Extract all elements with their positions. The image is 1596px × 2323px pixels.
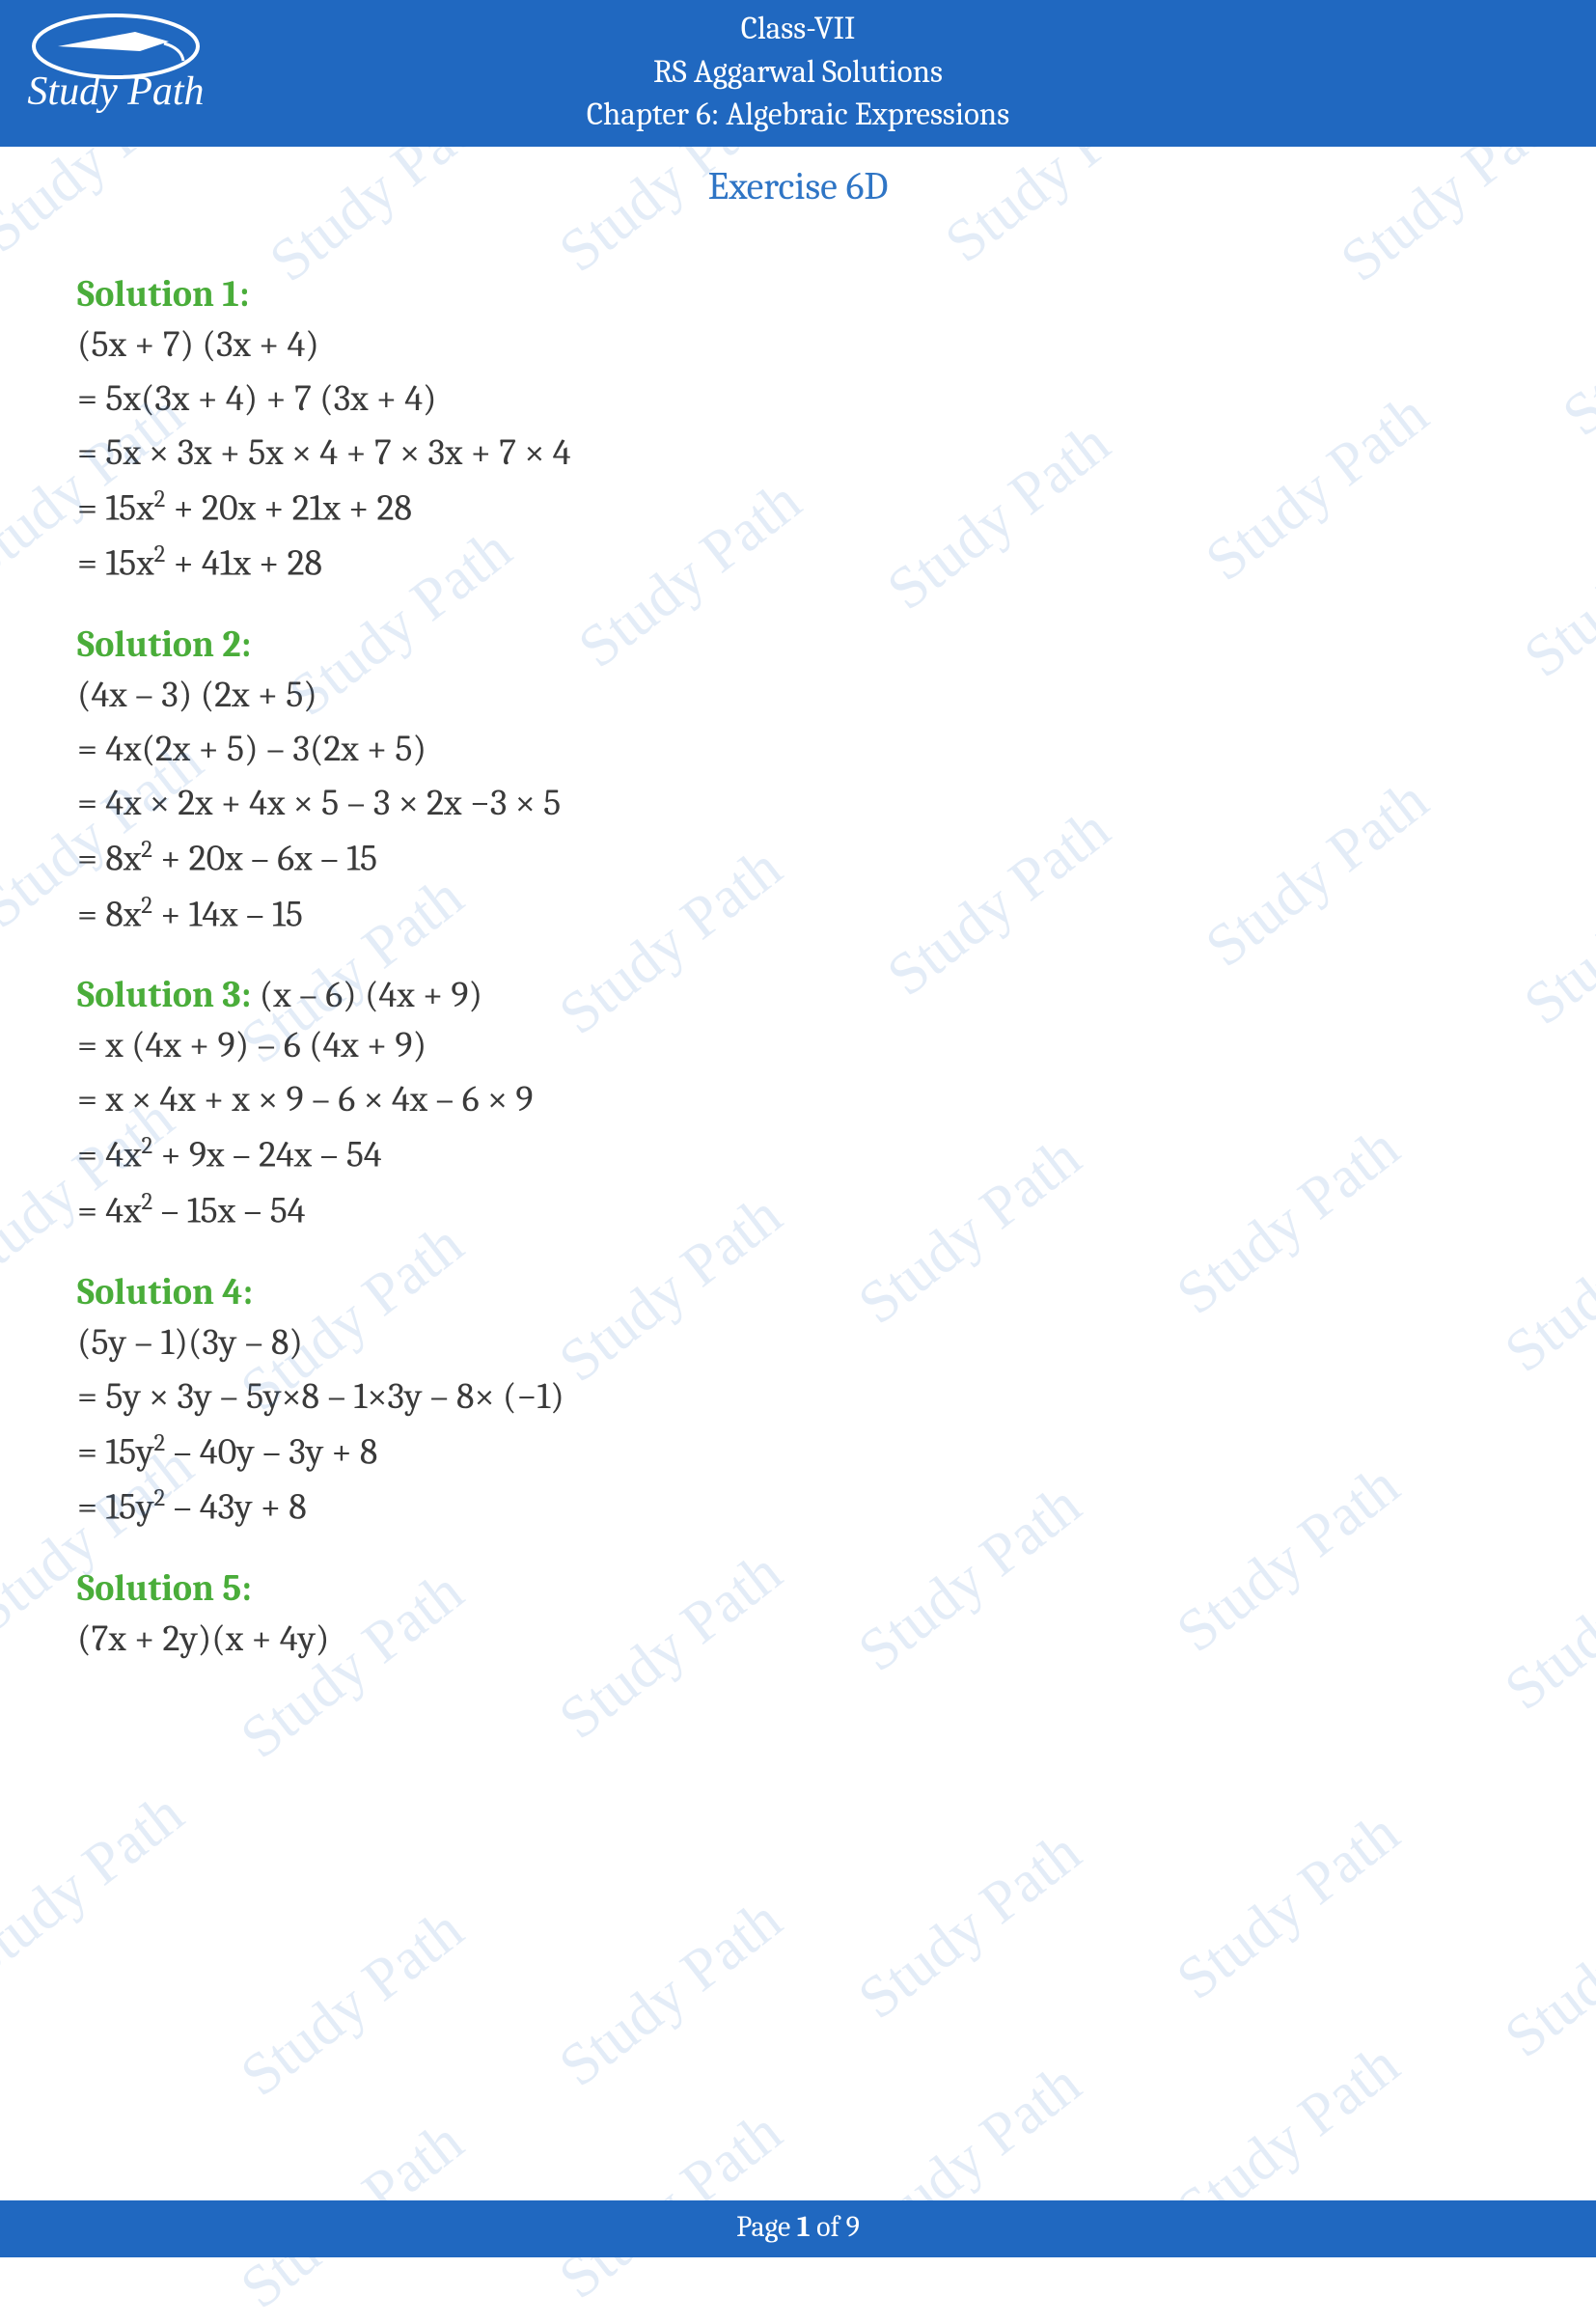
watermark-text: Study Path (846, 1818, 1094, 2033)
equation-line: (5x + 7) (3x + 4) (77, 326, 1519, 363)
equation-line: = x (4x + 9) – 6 (4x + 9) (77, 1027, 1519, 1064)
equation-line: = 5x(3x + 4) + 7 (3x + 4) (77, 380, 1519, 417)
page-header: Study Path Class-VII RS Aggarwal Solutio… (0, 0, 1596, 147)
watermark-text: Study Path (1165, 1799, 1413, 2013)
equation-line: = 15y2 – 40y – 3y + 8 (77, 1432, 1519, 1471)
watermark-text: Study Path (1493, 1857, 1596, 2071)
footer-current: 1 (797, 2210, 811, 2244)
watermark-text: Study Path (229, 1895, 477, 2110)
equation-line: (4x – 3) (2x + 5) (77, 677, 1519, 713)
equation-line: = 8x2 + 20x – 6x – 15 (77, 839, 1519, 877)
header-chapter: Chapter 6: Algebraic Expressions (0, 94, 1596, 137)
exercise-title: Exercise 6D (0, 164, 1596, 208)
logo-svg: Study Path (19, 8, 212, 124)
equation-line: = 5x × 3x + 5x × 4 + 7 × 3x + 7 × 4 (77, 434, 1519, 471)
equation-line: = 4x(2x + 5) – 3(2x + 5) (77, 731, 1519, 767)
watermark-text: Study Path (0, 1780, 197, 1994)
watermark-text: Study Path (547, 1886, 795, 2100)
equation-line: = 4x2 + 9x – 24x – 54 (77, 1135, 1519, 1174)
solution-title: Solution 2: (77, 626, 1519, 663)
solution-title: Solution 4: (77, 1274, 1519, 1311)
equation-line: = 15x2 + 41x + 28 (77, 543, 1519, 582)
footer-of: of (811, 2210, 846, 2244)
solution-title: Solution 5: (77, 1570, 1519, 1607)
svg-text:Study Path: Study Path (27, 69, 204, 114)
footer-total: 9 (846, 2210, 860, 2244)
equation-line: = 5y × 3y – 5y×8 – 1×3y – 8× (−1) (77, 1378, 1519, 1415)
equation-line: = x × 4x + x × 9 – 6 × 4x – 6 × 9 (77, 1081, 1519, 1118)
solution-title: Solution 3: (x – 6) (4x + 9) (77, 977, 1519, 1013)
equation-line: (7x + 2y)(x + 4y) (77, 1620, 1519, 1657)
equation-line: = 15y2 – 43y + 8 (77, 1487, 1519, 1526)
equation-line: (5y – 1)(3y – 8) (77, 1324, 1519, 1361)
equation-line: = 4x × 2x + 4x × 5 – 3 × 2x −3 × 5 (77, 785, 1519, 821)
equation-line: = 8x2 + 14x – 15 (77, 895, 1519, 933)
footer-prefix: Page (736, 2210, 797, 2244)
header-book: RS Aggarwal Solutions (0, 51, 1596, 95)
equation-line: = 15x2 + 20x + 21x + 28 (77, 488, 1519, 527)
logo: Study Path (19, 8, 212, 127)
content-area: Solution 1: (5x + 7) (3x + 4) = 5x(3x + 4)… (0, 276, 1596, 1657)
page-footer: Page 1 of 9 (0, 2200, 1596, 2257)
equation-line: = 4x2 – 15x – 54 (77, 1191, 1519, 1230)
header-class: Class-VII (0, 8, 1596, 51)
solution-title: Solution 1: (77, 276, 1519, 313)
